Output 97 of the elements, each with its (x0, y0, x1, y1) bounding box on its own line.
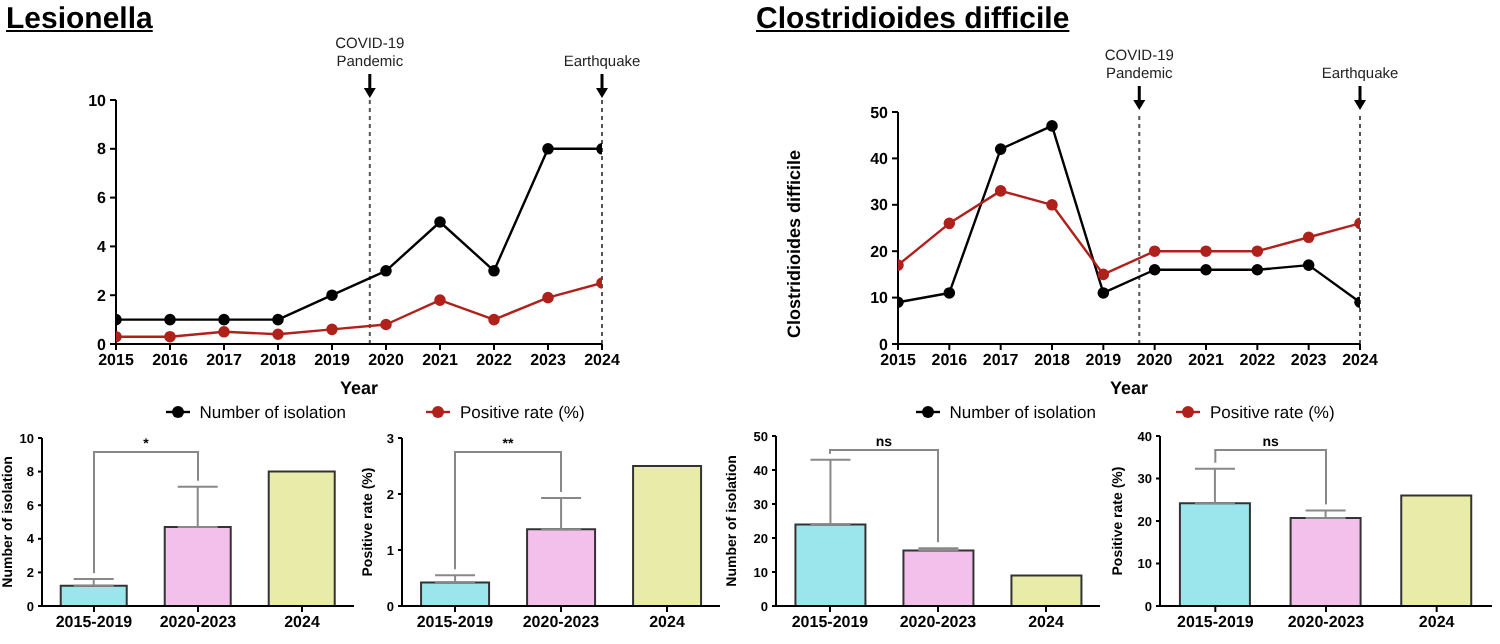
y-tick-label: 10 (88, 91, 108, 110)
x-tick-label: 2015-2019 (55, 613, 134, 632)
y-tick-label: 4 (97, 238, 108, 257)
x-tick-label: 2022 (1239, 351, 1277, 370)
y-tick-label: 8 (97, 140, 108, 159)
point (994, 143, 1007, 155)
x-tick-label: 2018 (1034, 351, 1071, 370)
legend-label: Positive rate (%) (1209, 402, 1335, 422)
point (1148, 245, 1161, 257)
bar (794, 523, 867, 606)
bar (1010, 574, 1083, 606)
bar (526, 528, 597, 606)
point (1302, 231, 1315, 244)
point (994, 185, 1007, 197)
point (434, 216, 446, 228)
point (1251, 245, 1264, 257)
x-tick-label: 2024 (284, 613, 321, 632)
point (164, 330, 176, 343)
point (1097, 287, 1110, 299)
x-tick-label: 2024 (1342, 351, 1379, 370)
x-tick-label: 2023 (530, 351, 567, 370)
point (272, 328, 284, 341)
x-axis-title: Year (339, 378, 379, 398)
bar (1400, 494, 1473, 606)
x-tick-label: 2024 (1028, 613, 1065, 632)
x-tick-label: 2016 (931, 351, 969, 370)
point (380, 265, 392, 277)
point (380, 318, 392, 331)
legend-label: Positive rate (%) (459, 402, 585, 422)
point (1200, 263, 1212, 276)
legend-label: Number of isolation (199, 402, 346, 422)
x-tick-label: 2016 (152, 351, 189, 370)
x-tick-label: 2015-2019 (1177, 613, 1255, 632)
point (488, 313, 500, 326)
x-tick-label: 2017 (206, 351, 243, 370)
x-tick-label: 2024 (1418, 613, 1456, 632)
y-tick-label: 6 (97, 189, 108, 208)
x-tick-label: 2015-2019 (416, 613, 495, 632)
x-tick-label: 2020 (368, 351, 405, 370)
bar (1289, 517, 1362, 606)
x-tick-label: 2017 (982, 351, 1020, 370)
point (1046, 120, 1058, 132)
point (164, 313, 176, 326)
point (1302, 259, 1315, 271)
x-tick-label: 2024 (584, 351, 621, 370)
bar (59, 584, 128, 606)
chart-title: Lesionella (6, 2, 153, 36)
point (1200, 245, 1212, 257)
y-tick-label: 50 (870, 103, 890, 122)
x-tick-label: 2015 (880, 351, 917, 370)
y-tick-label: 10 (870, 289, 890, 308)
point (1148, 263, 1161, 276)
y-tick-label: 40 (870, 150, 890, 169)
x-tick-label: 2023 (1290, 351, 1328, 370)
y-tick-label: 0 (97, 335, 108, 354)
x-tick-label: 2022 (476, 351, 513, 370)
x-tick-label: 2020 (1136, 351, 1174, 370)
x-tick-label: 2020-2023 (899, 613, 978, 632)
point (218, 326, 230, 338)
y-tick-label: 2 (97, 286, 108, 305)
point (542, 291, 554, 304)
x-tick-label: 2015 (98, 351, 135, 370)
y-tick-label: 0 (879, 335, 890, 354)
bar (420, 581, 491, 606)
point (1251, 263, 1264, 276)
x-axis-title: Year (1109, 378, 1149, 398)
x-tick-label: 2021 (422, 351, 459, 370)
x-tick-label: 2020-2023 (159, 613, 238, 632)
x-tick-label: 2020-2023 (1287, 613, 1366, 632)
legend-label: Number of isolation (949, 402, 1096, 422)
bar (267, 470, 336, 606)
point (542, 143, 554, 155)
bar (163, 526, 232, 606)
point (488, 265, 500, 277)
chart-title: Clostridioides difficile (756, 2, 1070, 36)
x-tick-label: 2015-2019 (791, 613, 870, 632)
x-tick-label: 2020-2023 (522, 613, 601, 632)
point (943, 287, 956, 299)
bar (632, 465, 703, 606)
point (1097, 268, 1110, 281)
point (326, 323, 338, 336)
bar (902, 549, 975, 606)
point (272, 313, 284, 326)
x-tick-label: 2021 (1188, 351, 1225, 370)
bar (1178, 502, 1251, 606)
x-tick-label: 2024 (649, 613, 686, 632)
point (1046, 199, 1058, 211)
y-axis-title: Clostridioides difficile (784, 149, 805, 338)
y-tick-label: 20 (870, 242, 890, 261)
point (326, 289, 338, 301)
point (943, 217, 956, 230)
x-tick-label: 2018 (260, 351, 297, 370)
x-tick-label: 2019 (1085, 351, 1123, 370)
x-tick-label: 2019 (314, 351, 351, 370)
point (218, 313, 230, 326)
point (434, 294, 446, 306)
y-tick-label: 30 (870, 196, 890, 215)
